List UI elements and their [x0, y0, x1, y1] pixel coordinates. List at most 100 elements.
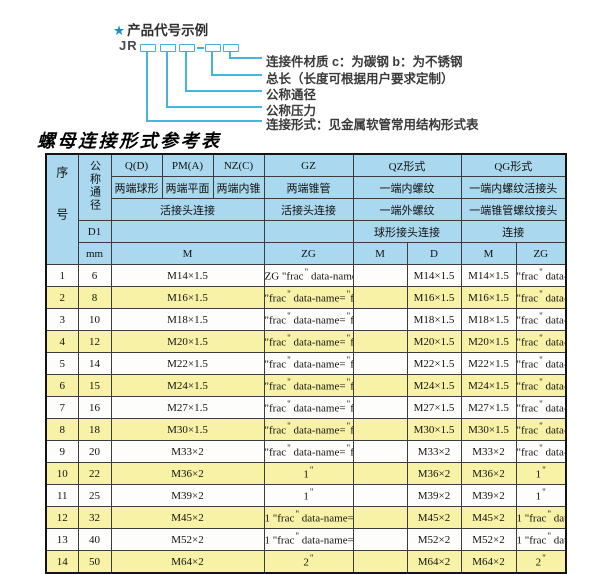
cell-qg-zg: 2" [515, 550, 567, 574]
inch-mark: " [295, 531, 300, 542]
code-box-2 [160, 44, 176, 52]
cell-m: M64×2 [110, 550, 265, 574]
cell-qg-zg: "frac" data-name="fraction" data-interac… [515, 352, 567, 375]
cell-qg-m: M52×2 [460, 528, 517, 551]
inch-mark: " [542, 465, 546, 476]
qz-d-header: D [406, 242, 462, 265]
cell-qz-m [352, 264, 408, 287]
nz-desc: 两端内锥 [212, 176, 265, 199]
cell-qz-m [352, 528, 408, 551]
cell-qz-d: M30×1.5 [406, 418, 462, 441]
inch-mark: " [346, 311, 351, 322]
cell-qz-d: M18×1.5 [406, 308, 462, 331]
cell-dn: 22 [77, 462, 112, 485]
inch-mark: " [272, 512, 278, 525]
inch-mark: " [264, 380, 269, 393]
cell-gz: "frac" data-name="fraction" data-interac… [263, 330, 354, 353]
table-title: 螺母连接形式参考表 [37, 131, 222, 152]
cell-gz: 1" [263, 462, 354, 485]
cell-dn: 10 [77, 308, 112, 331]
label-conn-form: 连接形式：见金属软管常用结构形式表 [266, 118, 479, 132]
code-box-1 [140, 44, 156, 52]
label-pressure: 公称压力 [266, 104, 317, 118]
cell-gz: "frac" data-name="fraction" data-interac… [263, 374, 354, 397]
inch-mark: " [539, 399, 543, 410]
inch-mark: " [539, 267, 543, 278]
inch-mark: " [539, 355, 543, 366]
cell-qg-m: M64×2 [460, 550, 517, 574]
cell-qg-m: M22×1.5 [460, 352, 517, 375]
inch-mark: " [287, 377, 291, 388]
cell-qz-m [352, 462, 408, 485]
inch-mark: " [295, 509, 300, 520]
cell-gz: 1" [263, 484, 354, 507]
qz-connection: 球形接头连接 [352, 220, 462, 243]
connector-line-h2 [211, 74, 262, 76]
inch-mark: " [346, 377, 351, 388]
code-prefix: JR [119, 38, 138, 53]
star-icon: ★ [113, 23, 126, 38]
col-header-seq: 序号 [45, 153, 79, 265]
inch-mark: " [539, 333, 543, 344]
cell-gz: ZG "frac" data-name="fraction" data-inte… [263, 264, 354, 287]
table-row: 10 22 M36×2 1" M36×2 M36×2 1" [45, 462, 567, 485]
connector-line-h5 [146, 120, 262, 122]
cell-qz-m [352, 484, 408, 507]
cell-qz-m [352, 440, 408, 463]
cell-qz-m [352, 286, 408, 309]
inch-mark: " [264, 402, 269, 415]
cell-qz-d: M52×2 [406, 528, 462, 551]
cell-qz-d: M16×1.5 [406, 286, 462, 309]
cell-qz-m [352, 506, 408, 529]
code-dash [197, 47, 204, 49]
cell-qz-d: M64×2 [406, 550, 462, 574]
cell-seq: 7 [45, 396, 79, 419]
cell-seq: 14 [45, 550, 79, 574]
cell-qz-m [352, 308, 408, 331]
code-box-3 [179, 44, 195, 52]
inch-mark: " [516, 424, 522, 437]
inch-mark: " [346, 421, 351, 432]
cell-seq: 1 [45, 264, 79, 287]
cell-gz: "frac" data-name="fraction" data-interac… [263, 352, 354, 375]
col-header-gz: GZ [263, 153, 354, 177]
cell-dn: 20 [77, 440, 112, 463]
gz-connection: 活接头连接 [263, 198, 354, 221]
cell-qg-zg: 1 "frac" data-name="fraction" data-inter… [515, 506, 567, 529]
connector-line-1 [146, 52, 148, 121]
mm-header: mm [77, 242, 112, 265]
inch-mark: " [516, 314, 522, 327]
qg-desc1: 一端内螺纹活接头 [460, 176, 567, 199]
header-row-conn: D1 球形接头连接 连接 [46, 220, 567, 243]
cell-m: M39×2 [110, 484, 265, 507]
col-header-pm: PM(A) [161, 153, 214, 177]
inch-mark: " [287, 355, 291, 366]
connector-line-h1 [229, 57, 262, 59]
cell-dn: 32 [77, 506, 112, 529]
cell-qg-zg: "frac" data-name="fraction" data-interac… [515, 264, 567, 287]
cell-qg-zg: 1" [515, 484, 567, 507]
inch-mark: " [516, 292, 522, 305]
cell-m: M22×1.5 [110, 352, 265, 375]
code-box-4 [205, 44, 221, 52]
nut-connection-reference-table: 序号 公称通径 Q(D) PM(A) NZ(C) GZ QZ形式 QG形式 两端… [45, 153, 568, 574]
inch-mark: " [287, 443, 291, 454]
zg-header: ZG [263, 242, 354, 265]
table-row: 11 25 M39×2 1" M39×2 M39×2 1" [45, 484, 567, 507]
col-header-dn: 公称通径 [77, 153, 112, 221]
inch-mark: " [304, 267, 309, 278]
connector-line-2 [166, 52, 168, 107]
cell-qg-zg: "frac" data-name="fraction" data-interac… [515, 440, 567, 463]
diagram-title: ★ 产品代号示例 [113, 19, 208, 39]
inch-mark: " [281, 270, 287, 283]
inch-mark: " [287, 399, 291, 410]
header-row-forms: 序号 公称通径 Q(D) PM(A) NZ(C) GZ QZ形式 QG形式 [45, 153, 567, 265]
connector-line-4 [211, 52, 213, 75]
blank-cell [263, 220, 354, 243]
header-row-desc1: 两端球形 两端平面 两端内锥 两端锥管 一端内螺纹 一端内螺纹活接头 [46, 176, 567, 199]
header-row-desc2: 活接头连接 活接头连接 一端外螺纹 一端锥管螺纹接头 [46, 198, 567, 221]
